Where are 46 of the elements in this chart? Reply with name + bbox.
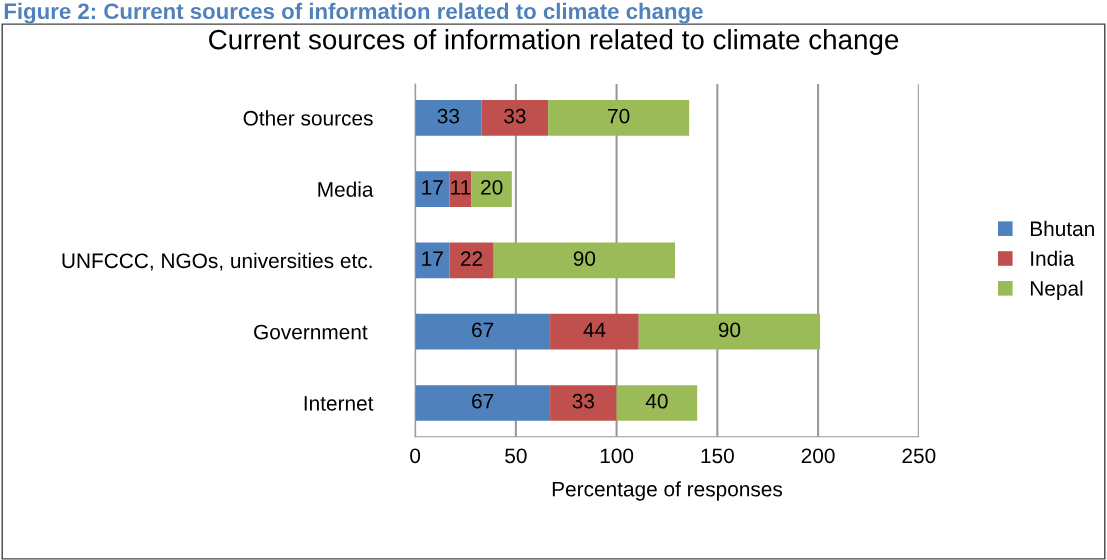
data-label: 67 — [472, 393, 494, 409]
y-tick-label: UNFCCC, NGOs, universities etc. — [62, 252, 372, 271]
bar — [481, 100, 549, 136]
bar — [548, 100, 690, 136]
data-label: 33 — [437, 108, 460, 124]
bar — [415, 171, 450, 207]
legend-label: India — [1031, 250, 1075, 266]
data-label: 22 — [461, 251, 483, 266]
bar — [471, 171, 512, 207]
x-tick-label: 250 — [902, 448, 936, 464]
bar — [493, 242, 676, 279]
x-tick-label: 200 — [801, 448, 835, 464]
x-tick-label: 0 — [410, 448, 421, 464]
data-label: 17 — [422, 251, 443, 266]
data-label: 67 — [472, 322, 494, 338]
bar — [415, 385, 551, 421]
y-tick-label: Media — [318, 181, 374, 197]
y-tick-label: Government — [254, 324, 368, 340]
bar — [616, 385, 698, 421]
bar — [550, 385, 617, 421]
bar — [550, 313, 639, 350]
caption: Figure 2: Current sources of information related to climate change — [4, 2, 703, 24]
data-label: 70 — [608, 108, 630, 124]
data-label: 90 — [718, 322, 741, 338]
data-label: 40 — [645, 393, 668, 409]
data-label: 33 — [572, 393, 595, 409]
data-label: 20 — [481, 179, 503, 195]
data-label: 33 — [504, 108, 526, 124]
x-tick-label: 50 — [505, 448, 527, 464]
x-tick-label: 100 — [600, 448, 634, 464]
data-label: 90 — [573, 251, 596, 266]
bar — [415, 100, 482, 136]
data-label: 11 — [451, 180, 471, 195]
bar — [449, 171, 472, 207]
x-axis-title: Percentage of responses — [552, 481, 783, 501]
legend-label: Nepal — [1030, 280, 1083, 300]
bar — [415, 313, 551, 350]
data-label: 17 — [422, 180, 443, 195]
x-tick-label: 150 — [701, 448, 734, 464]
y-tick-label: Other sources — [243, 110, 373, 126]
legend-label: Bhutan — [1030, 220, 1094, 237]
data-label: 44 — [583, 322, 606, 338]
bar — [449, 242, 494, 279]
bar — [638, 313, 821, 350]
chart-title: Current sources of information related to climate change — [209, 29, 899, 55]
y-tick-label: Internet — [304, 396, 374, 411]
